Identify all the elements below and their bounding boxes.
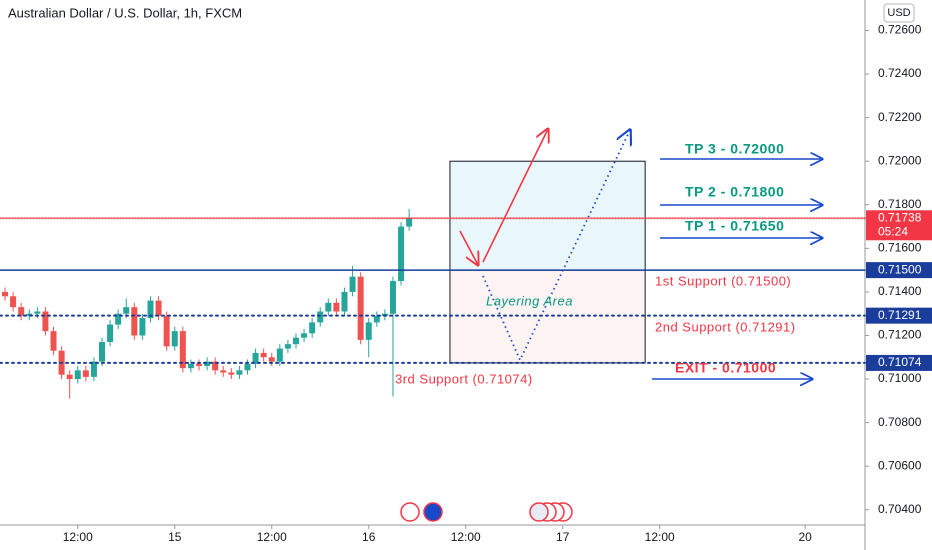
y-tick-label: 0.71400 (878, 284, 922, 298)
annotation: 2nd Support (0.71291) (655, 319, 796, 334)
candle-body (333, 302, 340, 312)
currency: USD (887, 7, 910, 19)
candle-body (147, 300, 154, 319)
x-tick-label: 15 (168, 530, 182, 544)
annotation: 3rd Support (0.71074) (395, 371, 533, 386)
y-tick-label: 0.70800 (878, 415, 922, 429)
candle-body (276, 348, 283, 362)
candle-body (341, 291, 348, 312)
candle-body (26, 313, 33, 316)
candle-body (244, 363, 251, 371)
candle-body (10, 296, 17, 308)
price-label: 0.71738 (878, 210, 922, 224)
candle-body (195, 363, 202, 366)
candle-body (66, 374, 73, 380)
annotation: TP 2 - 0.71800 (685, 184, 784, 200)
drawings (400, 129, 822, 522)
y-tick-label: 0.71200 (878, 328, 922, 342)
x-tick-label: 12:00 (645, 530, 675, 544)
candle-body (309, 322, 316, 334)
candle-body (18, 307, 25, 316)
candle-body (50, 331, 57, 351)
chart-title: Australian Dollar / U.S. Dollar, 1h, FXC… (8, 5, 242, 20)
y-tick-label: 0.72000 (878, 153, 922, 167)
arrow (459, 230, 478, 265)
candle-body (139, 318, 146, 336)
candle-body (252, 352, 259, 364)
x-tick-label: 12:00 (63, 530, 93, 544)
y-tick-label: 0.71000 (878, 371, 922, 385)
event-icon (529, 502, 549, 522)
candle-body (325, 302, 332, 312)
countdown: 05:24 (878, 224, 908, 238)
candle-body (220, 370, 227, 373)
candle-body (212, 361, 219, 371)
candle-body (317, 311, 324, 323)
candle-body (301, 333, 308, 338)
candle-body (115, 313, 122, 325)
candle-body (398, 226, 405, 282)
candle-body (155, 300, 162, 316)
candle-body (179, 331, 186, 369)
x-tick-label: 16 (362, 530, 376, 544)
y-tick-label: 0.72200 (878, 110, 922, 124)
price-label-box (866, 210, 932, 241)
y-tick-label: 0.72600 (878, 23, 922, 37)
price-label-box (866, 307, 932, 324)
candle-body (260, 352, 267, 358)
price-label-box (866, 262, 932, 279)
annotation: EXIT - 0.71000 (675, 360, 776, 376)
annotation: 1st Support (0.71500) (655, 273, 791, 288)
x-tick-label: 12:00 (257, 530, 287, 544)
dotted-path (482, 130, 630, 363)
candle-body (268, 357, 275, 362)
candle-body (123, 307, 130, 314)
candle-body (163, 315, 170, 347)
annotation: TP 1 - 0.71650 (685, 218, 784, 234)
candle-body (204, 361, 211, 366)
candle-body (131, 307, 138, 336)
plot-area (2, 160, 646, 399)
candle-body (365, 322, 372, 340)
annotation: TP 3 - 0.72000 (685, 141, 784, 157)
y-tick-label: 0.70600 (878, 458, 922, 472)
candle-body (74, 370, 81, 380)
candle-body (284, 344, 291, 349)
candle-body (107, 324, 114, 343)
candle-body (187, 363, 194, 369)
annotation: Layering Area (486, 293, 573, 308)
candle-body (357, 276, 364, 340)
candle-body (2, 291, 9, 297)
x-tick-label: 17 (556, 530, 570, 544)
y-tick-label: 0.70400 (878, 502, 922, 516)
candle-body (228, 372, 235, 375)
candle-body (373, 315, 380, 323)
candle-body (389, 281, 396, 314)
price-label: 0.71500 (878, 262, 922, 276)
event-icon (400, 502, 420, 522)
candle-body (171, 331, 178, 347)
y-tick-label: 0.71600 (878, 241, 922, 255)
y-tick-label: 0.72400 (878, 66, 922, 80)
price-label: 0.71074 (878, 355, 922, 369)
candle-body (42, 311, 49, 332)
candle-body (349, 276, 356, 292)
y-tick-label: 0.71800 (878, 197, 922, 211)
currency-box[interactable] (883, 3, 915, 23)
candle-body (406, 217, 413, 227)
candle-body (236, 370, 243, 375)
x-tick-label: 20 (799, 530, 813, 544)
price-label: 0.71291 (878, 308, 922, 322)
x-tick-label: 12:00 (451, 530, 481, 544)
candle-body (99, 342, 106, 362)
target-zone (449, 160, 646, 271)
arrow (482, 129, 548, 263)
candle-body (292, 337, 299, 345)
candle-body (90, 361, 97, 377)
candle-body (34, 311, 41, 314)
price-label-box (866, 354, 932, 371)
candle-body (82, 370, 89, 377)
event-icon (423, 502, 443, 522)
